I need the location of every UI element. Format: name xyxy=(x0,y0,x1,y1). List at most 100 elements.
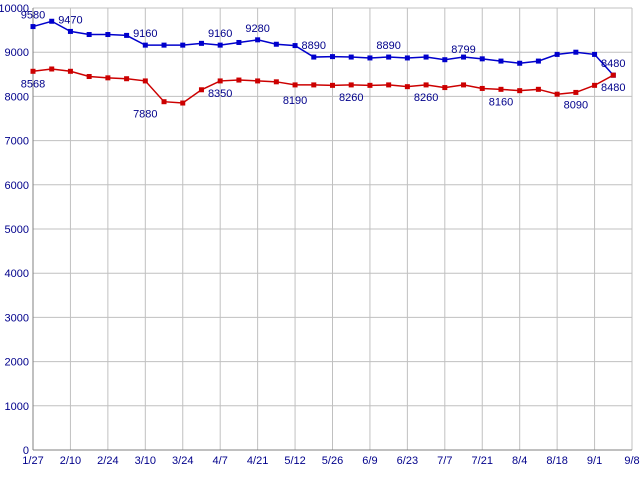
x-axis-tick-label: 5/26 xyxy=(322,455,343,467)
series_red-data-point[interactable] xyxy=(611,73,616,78)
series_blue-data-point[interactable] xyxy=(442,57,447,62)
series_blue-data-point[interactable] xyxy=(424,55,429,60)
series_red-data-point[interactable] xyxy=(424,82,429,87)
x-axis-tick-label: 8/18 xyxy=(546,455,567,467)
series_blue-data-point[interactable] xyxy=(480,56,485,61)
series_red-data-point[interactable] xyxy=(555,92,560,97)
series_blue-data-point[interactable] xyxy=(592,52,597,57)
series_red-data-point[interactable] xyxy=(461,82,466,87)
series_red-data-point[interactable] xyxy=(143,78,148,83)
series_blue-data-point[interactable] xyxy=(536,59,541,64)
chart-container: 0 1000 2000 3000 4000 5000 6000 7000 8000 9000 100… xyxy=(0,0,640,480)
series_red-value-label: 7880 xyxy=(133,109,157,121)
series_red-data-point[interactable] xyxy=(367,83,372,88)
x-axis-tick-label: 8/4 xyxy=(512,455,527,467)
series_blue-data-point[interactable] xyxy=(274,42,279,47)
series_blue-data-point[interactable] xyxy=(517,61,522,66)
series_red-data-point[interactable] xyxy=(573,90,578,95)
x-axis-tick-label: 3/10 xyxy=(135,455,156,467)
y-axis-tick-label: 3000 xyxy=(5,312,29,324)
series_blue-data-point[interactable] xyxy=(330,54,335,59)
y-axis-tick-label: 1000 xyxy=(5,401,29,413)
series_blue-value-label: 9580 xyxy=(21,10,45,22)
series_blue-data-point[interactable] xyxy=(386,55,391,60)
series_blue-data-point[interactable] xyxy=(68,29,73,34)
series_blue-value-label: 8480 xyxy=(601,58,625,70)
x-axis-tick-label: 6/23 xyxy=(397,455,418,467)
series_red-value-label: 8568 xyxy=(21,78,45,90)
series_red-value-label: 8260 xyxy=(339,92,363,104)
series_blue-data-point[interactable] xyxy=(405,55,410,60)
series_red-data-point[interactable] xyxy=(330,83,335,88)
x-axis-tick-label: 2/10 xyxy=(60,455,81,467)
series_red-data-point[interactable] xyxy=(405,84,410,89)
series_red-data-point[interactable] xyxy=(442,85,447,90)
series_blue-data-point[interactable] xyxy=(293,43,298,48)
series_red-value-label: 8160 xyxy=(489,96,513,108)
series_blue-value-label: 8890 xyxy=(376,40,400,52)
series_blue-data-point[interactable] xyxy=(349,55,354,60)
series_red-data-point[interactable] xyxy=(349,82,354,87)
series_red-data-point[interactable] xyxy=(517,88,522,93)
series_blue-data-point[interactable] xyxy=(87,32,92,37)
series_blue-data-point[interactable] xyxy=(49,19,54,24)
series_red-data-point[interactable] xyxy=(87,74,92,79)
x-axis-tick-label: 5/12 xyxy=(284,455,305,467)
series_blue-value-label: 9470 xyxy=(58,14,82,26)
series_blue-data-point[interactable] xyxy=(367,55,372,60)
series_red-data-point[interactable] xyxy=(236,78,241,83)
series_blue-data-point[interactable] xyxy=(218,43,223,48)
x-axis-tick-label: 3/24 xyxy=(172,455,193,467)
series_blue-data-point[interactable] xyxy=(143,43,148,48)
series_blue-data-point[interactable] xyxy=(573,50,578,55)
series_red-data-point[interactable] xyxy=(498,87,503,92)
series_blue-data-point[interactable] xyxy=(555,52,560,57)
series_red-data-point[interactable] xyxy=(311,82,316,87)
series_red-value-label: 8260 xyxy=(414,92,438,104)
series_red-data-point[interactable] xyxy=(68,69,73,74)
series_red-data-point[interactable] xyxy=(124,76,129,81)
series_red-value-label: 8480 xyxy=(601,82,625,94)
series_red-data-point[interactable] xyxy=(180,101,185,106)
series_blue-data-point[interactable] xyxy=(124,33,129,38)
x-axis-tick-label: 9/1 xyxy=(587,455,602,467)
x-axis-tick-label: 2/24 xyxy=(97,455,118,467)
series_blue-data-point[interactable] xyxy=(255,37,260,42)
series_red-data-point[interactable] xyxy=(536,87,541,92)
series_blue-value-label: 8890 xyxy=(302,40,326,52)
series_red-data-point[interactable] xyxy=(31,69,36,74)
series_red-data-point[interactable] xyxy=(162,99,167,104)
series_blue-data-point[interactable] xyxy=(162,43,167,48)
series_blue-data-point[interactable] xyxy=(311,55,316,60)
series_red-data-point[interactable] xyxy=(199,87,204,92)
series_red-data-point[interactable] xyxy=(49,66,54,71)
series_blue-data-point[interactable] xyxy=(199,41,204,46)
series_red-value-label: 8350 xyxy=(208,88,232,100)
series_blue-data-point[interactable] xyxy=(180,43,185,48)
series_red-data-point[interactable] xyxy=(255,78,260,83)
series_red-data-point[interactable] xyxy=(105,75,110,80)
series_blue-data-point[interactable] xyxy=(498,59,503,64)
series_red-data-point[interactable] xyxy=(274,79,279,84)
series_blue-data-point[interactable] xyxy=(31,24,36,29)
series_red-data-point[interactable] xyxy=(592,83,597,88)
series_red-data-point[interactable] xyxy=(386,82,391,87)
x-axis-tick-label: 1/27 xyxy=(22,455,43,467)
series_blue-data-point[interactable] xyxy=(236,40,241,45)
series_red-data-point[interactable] xyxy=(293,82,298,87)
y-axis-tick-label: 2000 xyxy=(5,357,29,369)
series_blue-value-label: 9160 xyxy=(208,28,232,40)
series_blue-value-label: 9280 xyxy=(245,23,269,35)
series_red-value-label: 8190 xyxy=(283,95,307,107)
x-axis-tick-label: 7/21 xyxy=(472,455,493,467)
y-axis-tick-label: 9000 xyxy=(5,47,29,59)
series_red-line xyxy=(33,69,613,103)
series_blue-value-label: 9160 xyxy=(133,28,157,40)
y-axis-tick-label: 5000 xyxy=(5,224,29,236)
y-axis-tick-label: 4000 xyxy=(5,268,29,280)
y-axis-tick-label: 8000 xyxy=(5,91,29,103)
series_blue-data-point[interactable] xyxy=(105,32,110,37)
series_red-data-point[interactable] xyxy=(480,86,485,91)
x-axis-tick-label: 4/7 xyxy=(213,455,228,467)
series_red-data-point[interactable] xyxy=(218,78,223,83)
